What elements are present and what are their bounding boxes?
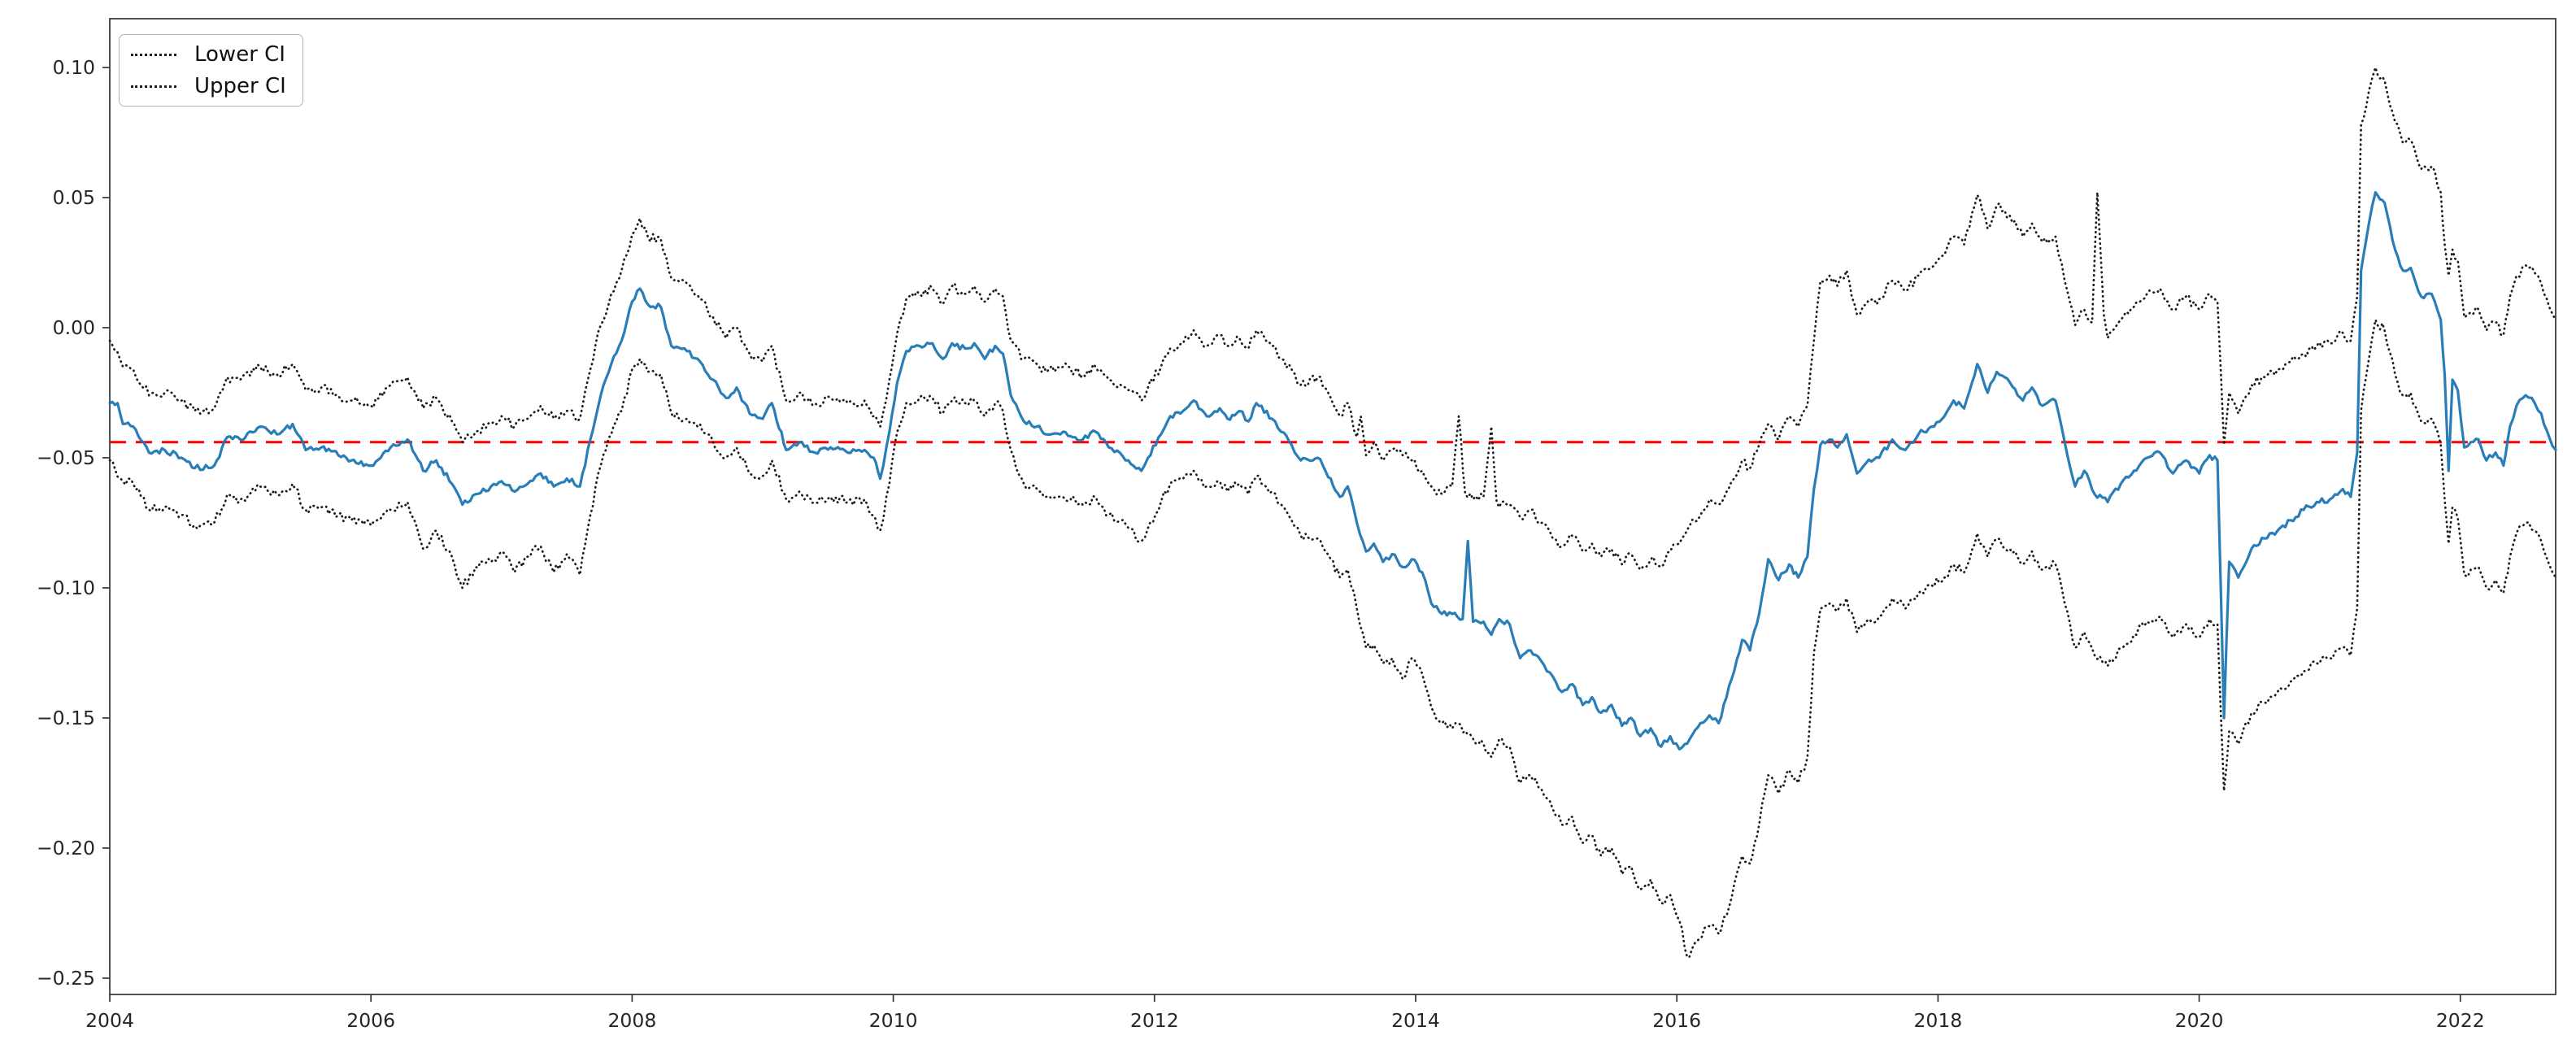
y-tick-label: −0.20: [37, 837, 95, 859]
x-tick-label: 2020: [2175, 1009, 2224, 1032]
y-tick-label: 0.05: [53, 186, 95, 209]
y-tick-label: −0.25: [37, 967, 95, 990]
y-tick-label: −0.10: [37, 577, 95, 599]
series-estimate: [108, 191, 2557, 751]
series-lower-ci: [108, 319, 2557, 959]
y-tick-label: 0.10: [53, 56, 95, 79]
dotted-line-swatch: [131, 85, 176, 88]
x-axis: 2004 2006 2008 2010 2012 2014 2016 2018 2020 2022: [85, 994, 2485, 1032]
legend-label: Upper CI: [194, 74, 286, 98]
x-tick-label: 2016: [1652, 1009, 1701, 1032]
y-tick-label: −0.15: [37, 707, 95, 729]
legend-item-upper-ci: Upper CI: [131, 76, 286, 97]
legend-item-lower-ci: Lower CI: [131, 44, 286, 65]
x-tick-label: 2018: [1913, 1009, 1962, 1032]
plot-frame: [109, 18, 2556, 995]
legend: Lower CI Upper CI: [119, 34, 303, 107]
x-tick-label: 2008: [607, 1009, 656, 1032]
legend-label: Lower CI: [194, 42, 285, 67]
y-tick-label: −0.05: [37, 446, 95, 469]
x-tick-label: 2006: [346, 1009, 395, 1032]
y-axis: 0.10 0.05 0.00 −0.05 −0.10 −0.15 −0.20 −0.25: [37, 56, 110, 990]
x-tick-label: 2022: [2436, 1009, 2485, 1032]
y-tick-label: 0.00: [53, 316, 95, 339]
x-tick-label: 2014: [1391, 1009, 1440, 1032]
x-tick-label: 2004: [85, 1009, 134, 1032]
series-upper-ci: [108, 66, 2557, 571]
dotted-line-swatch: [131, 53, 176, 56]
x-tick-label: 2012: [1130, 1009, 1179, 1032]
x-tick-label: 2010: [869, 1009, 918, 1032]
